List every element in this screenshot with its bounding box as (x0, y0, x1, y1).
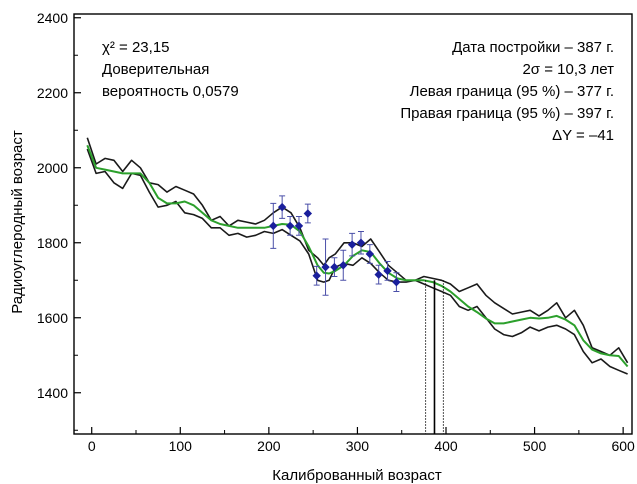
x-tick-label: 0 (88, 438, 96, 454)
x-tick-label: 300 (346, 438, 370, 454)
lower-band-line (86, 148, 628, 375)
y-tick-label: 2400 (37, 10, 68, 26)
x-tick-label: 500 (523, 438, 547, 454)
sample-point (303, 209, 313, 218)
x-tick-label: 200 (257, 438, 281, 454)
x-axis-label: Калиброванный возраст (272, 467, 442, 484)
sample-point (294, 221, 304, 231)
sample-point (383, 266, 392, 276)
y-tick-label: 1600 (37, 310, 68, 326)
sample-point (374, 270, 383, 279)
axis-ticks: 0 100 200 300 400 500 600 1400 1600 1800 2000 2200 2… (37, 10, 635, 454)
annotation-right: Дата постройки – 387 г. 2σ = 10,3 лет Лева… (400, 39, 614, 144)
sample-point (330, 262, 339, 272)
annotation-right-line: Правая граница (95 %) – 397 г. (400, 105, 614, 122)
x-tick-label: 100 (169, 438, 193, 454)
sample-point (347, 240, 357, 249)
annotation-left-line: χ² = 23,15 (102, 39, 170, 56)
annotation-right-line: ΔY = –41 (552, 127, 614, 144)
x-tick-label: 400 (434, 438, 458, 454)
sample-point (312, 271, 321, 280)
sample-points (269, 195, 401, 296)
sample-point (339, 261, 348, 270)
upper-band-line (86, 137, 629, 364)
sample-point (365, 249, 375, 259)
x-tick-label: 600 (611, 438, 635, 454)
y-tick-label: 1400 (37, 385, 68, 401)
y-tick-label: 1800 (37, 235, 68, 251)
annotation-left-line: вероятность 0,0579 (102, 83, 239, 100)
sample-point (392, 277, 401, 287)
plot-frame (73, 13, 633, 435)
lower-band-series (86, 148, 628, 375)
date-markers (425, 280, 444, 434)
annotation-right-line: Дата постройки – 387 г. (452, 39, 614, 56)
y-tick-label: 2000 (37, 160, 68, 176)
annotation-left: χ² = 23,15 Доверительная вероятность 0,057… (102, 39, 239, 100)
y-tick-label: 2200 (37, 85, 68, 101)
fit-curve-line (86, 144, 629, 368)
y-axis-label: Радиоуглеродный возраст (9, 130, 26, 314)
upper-band-series (86, 137, 629, 364)
sample-point (356, 238, 366, 247)
sample-point (269, 221, 278, 231)
fit-curve-series (86, 144, 629, 368)
sample-point (321, 262, 330, 272)
annotation-right-line: 2σ = 10,3 лет (522, 61, 614, 78)
annotation-left-line: Доверительная (102, 61, 209, 78)
sample-point (277, 202, 287, 212)
annotation-right-line: Левая граница (95 %) – 377 г. (410, 83, 614, 100)
sample-point (285, 221, 295, 231)
